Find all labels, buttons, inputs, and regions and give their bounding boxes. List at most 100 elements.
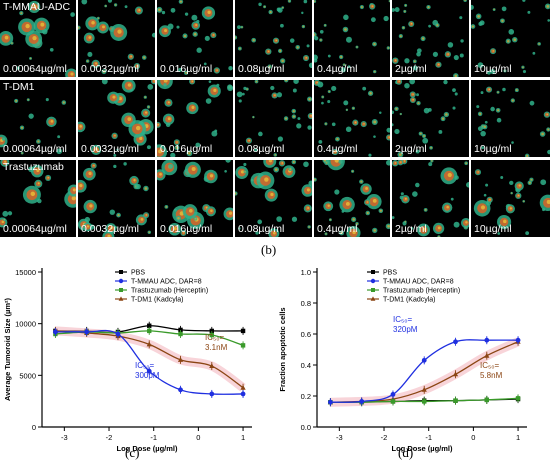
micrograph-image [235,0,312,69]
dose-label: 0.00064µg/ml [3,223,67,235]
data-point [515,396,521,401]
data-point [146,368,152,374]
x-tick-label: 1 [516,433,520,442]
data-point [390,392,396,397]
legend-label: T-DM1 (Kadcyla) [383,297,436,304]
micrograph-tile: 10µg/ml [471,80,550,157]
micrograph-tile: 0.00064µg/ml Trastuzumab [0,160,76,237]
data-point [147,328,152,334]
data-point [178,331,183,337]
ic50-label: IC₅₀= [135,361,155,370]
ic50-value: 5.8nM [480,371,503,380]
x-tick-label: 0 [471,433,475,442]
data-point [209,363,215,369]
dose-label: 0.0032µg/ml [81,63,140,75]
micrograph-image [236,80,312,157]
data-point [178,387,183,393]
data-point [146,341,152,347]
data-point [453,339,458,345]
data-point [240,384,246,390]
legend-label: PBS [383,270,397,277]
y-tick-label: 0.0 [301,423,311,432]
panel-c-label: (c) [125,445,140,460]
micrograph-tile: 10µg/ml [471,160,550,237]
y-tick-label: 0 [32,423,36,432]
micrograph-tile: 2µg/ml [392,80,469,157]
series-1 [328,336,521,407]
dose-label: 2µg/ml [395,223,427,235]
micrograph-tile: 0.08µg/ml [235,0,312,77]
ic50-value: 320pM [393,325,418,334]
ic50-value: 3.1nM [205,343,228,352]
micrograph-tile: 0.4µg/ml [314,80,390,157]
micrograph-image [473,169,550,236]
ic50-label: IC₅₀= [205,333,225,342]
micrograph-image [235,160,312,237]
x-tick-label: -3 [336,433,343,442]
legend-label: T-MMAU ADC, DAR=8 [383,279,454,286]
data-point [115,331,121,337]
data-point [240,391,246,397]
dose-label: 0.08µg/ml [238,143,285,155]
data-point [484,337,490,343]
dose-label: 0.0032µg/ml [81,223,140,235]
chart-tumoroid-size: 0 5000 10000 15000 -3 -2 -1 0 1 Log Dose (µg/ml) A… [3,268,252,453]
legend-marker [370,278,376,284]
data-point [452,371,459,377]
legend-marker [118,278,124,284]
x-tick-label: -1 [425,433,432,442]
x-tick-label: 1 [241,433,245,442]
x-tick-label: -2 [381,433,388,442]
legend: PBS T-MMAU ADC, DAR=8 Trastuzumab (Hercept… [367,270,460,304]
data-point [453,398,458,403]
micrograph-image [157,80,233,157]
micrograph-image [0,160,76,228]
micrograph-grid: 0.00064µg/ml T-MMAU-ADC 0.0032µg/ml 0.016µg… [0,0,550,237]
micrograph-tile: 0.016µg/ml [157,80,233,157]
dose-label: 0.00064µg/ml [3,143,67,155]
dose-label: 0.016µg/ml [160,63,213,75]
legend-marker [119,288,123,292]
legend-label: PBS [131,270,145,277]
row-label: Trastuzumab [3,161,64,173]
micrograph-image [314,0,390,74]
ic50-value: 300pM [135,371,160,380]
x-tick-label: -1 [150,433,157,442]
legend-label: Trastuzumab (Herceptin) [383,288,460,295]
dose-label: 10µg/ml [474,63,512,75]
data-point [421,357,427,363]
data-point [177,357,184,362]
data-point [209,391,215,397]
data-point [209,332,214,338]
micrograph-image [78,162,151,237]
x-axis-label: Log Dose (µg/ml) [117,444,178,453]
panel-d-label: (d) [398,445,414,460]
axes: 0.0 0.2 0.4 0.6 0.8 1.0 -3 -2 -1 0 1 [301,268,527,442]
dose-label: 10µg/ml [474,223,512,235]
micrograph-image [78,80,155,157]
row-label: T-DM1 [3,81,35,93]
y-tick-label: 15000 [15,268,36,277]
legend-marker [370,296,376,301]
micrograph-tile: 10µg/ml [471,0,550,77]
data-point [515,337,521,343]
data-point [53,329,58,335]
dose-label: 0.08µg/ml [238,63,285,75]
dose-label: 0.00064µg/ml [3,63,67,75]
y-tick-label: 10000 [15,320,36,329]
chart-apoptotic-fraction: 0.0 0.2 0.4 0.6 0.8 1.0 -3 -2 -1 0 1 Log Dose (µg/m… [278,268,527,453]
data-point [328,399,333,405]
micrograph-image [0,0,76,77]
legend-marker [118,296,124,301]
dose-label: 0.4µg/ml [317,143,358,155]
micrograph-image [476,86,550,157]
y-tick-label: 1.0 [301,268,311,277]
micrograph-tile: 0.0032µg/ml [78,160,155,237]
dose-label: 0.0032µg/ml [81,143,140,155]
micrograph-tile: 0.00064µg/ml T-MMAU-ADC [0,0,76,77]
row-label: T-MMAU-ADC [3,1,71,13]
panel-b-label: (b) [261,242,277,257]
legend-label: T-DM1 (Kadcyla) [131,297,184,304]
micrograph-image [314,80,390,157]
data-point [147,323,152,328]
